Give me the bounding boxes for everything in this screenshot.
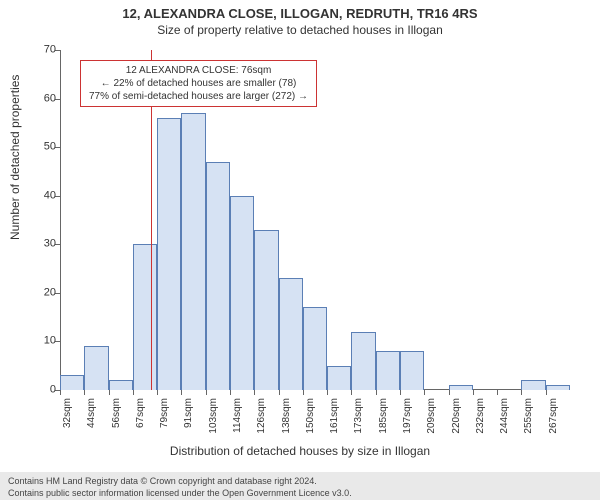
xtick-label: 244sqm [500, 398, 510, 438]
histogram-bar [303, 307, 327, 390]
xtick-label: 67sqm [136, 398, 146, 438]
xtick-mark [351, 390, 352, 395]
footer-line1: Contains HM Land Registry data © Crown c… [8, 476, 592, 488]
histogram-bar [60, 375, 84, 390]
ytick-label: 50 [16, 142, 56, 153]
histogram-bar [133, 244, 157, 390]
chart-title-address: 12, ALEXANDRA CLOSE, ILLOGAN, REDRUTH, T… [0, 6, 600, 21]
chart-titles: 12, ALEXANDRA CLOSE, ILLOGAN, REDRUTH, T… [0, 6, 600, 37]
xtick-label: 56sqm [112, 398, 122, 438]
xtick-label: 267sqm [549, 398, 559, 438]
xtick-mark [84, 390, 85, 395]
annotation-line3: 77% of semi-detached houses are larger (… [89, 90, 308, 103]
xtick-label: 255sqm [524, 398, 534, 438]
xtick-mark [327, 390, 328, 395]
footer-line2: Contains public sector information licen… [8, 488, 592, 500]
xtick-label: 79sqm [160, 398, 170, 438]
xtick-mark [133, 390, 134, 395]
xtick-mark [279, 390, 280, 395]
annotation-line1: 12 ALEXANDRA CLOSE: 76sqm [89, 64, 308, 77]
ytick-label: 20 [16, 287, 56, 298]
ytick-label: 10 [16, 336, 56, 347]
xtick-mark [400, 390, 401, 395]
histogram-bar [157, 118, 181, 390]
xtick-label: 197sqm [403, 398, 413, 438]
histogram-bar [376, 351, 400, 390]
xtick-label: 161sqm [330, 398, 340, 438]
histogram-bar [230, 196, 254, 390]
xtick-mark [254, 390, 255, 395]
xtick-label: 232sqm [476, 398, 486, 438]
xtick-label: 126sqm [257, 398, 267, 438]
histogram-bar [351, 332, 375, 390]
xtick-mark [181, 390, 182, 395]
chart-title-subtitle: Size of property relative to detached ho… [0, 23, 600, 37]
histogram-bar [181, 113, 205, 390]
xtick-label: 114sqm [233, 398, 243, 438]
xtick-mark [157, 390, 158, 395]
xtick-mark [497, 390, 498, 395]
xtick-label: 150sqm [306, 398, 316, 438]
ytick-label: 0 [16, 385, 56, 396]
histogram-bar [84, 346, 108, 390]
xtick-mark [424, 390, 425, 395]
histogram-bar [109, 380, 133, 390]
xtick-label: 32sqm [63, 398, 73, 438]
xtick-mark [109, 390, 110, 395]
footer-attribution: Contains HM Land Registry data © Crown c… [0, 472, 600, 500]
xtick-mark [230, 390, 231, 395]
histogram-bar [400, 351, 424, 390]
plot-area: 12 ALEXANDRA CLOSE: 76sqm ← 22% of detac… [60, 50, 570, 390]
annotation-box: 12 ALEXANDRA CLOSE: 76sqm ← 22% of detac… [80, 60, 317, 107]
xtick-mark [473, 390, 474, 395]
xtick-mark [303, 390, 304, 395]
x-axis-label: Distribution of detached houses by size … [0, 444, 600, 458]
histogram-bar [254, 230, 278, 390]
histogram-bar [327, 366, 351, 390]
xtick-label: 173sqm [354, 398, 364, 438]
histogram-bar [449, 385, 473, 390]
xtick-label: 44sqm [87, 398, 97, 438]
xtick-mark [206, 390, 207, 395]
ytick-label: 40 [16, 190, 56, 201]
xtick-label: 91sqm [184, 398, 194, 438]
xtick-mark [449, 390, 450, 395]
histogram-bar [521, 380, 545, 390]
xtick-label: 138sqm [282, 398, 292, 438]
xtick-mark [546, 390, 547, 395]
xtick-mark [376, 390, 377, 395]
xtick-mark [521, 390, 522, 395]
histogram-bar [546, 385, 570, 390]
xtick-label: 103sqm [209, 398, 219, 438]
histogram-bar [206, 162, 230, 390]
xtick-label: 209sqm [427, 398, 437, 438]
chart-container: 12, ALEXANDRA CLOSE, ILLOGAN, REDRUTH, T… [0, 0, 600, 500]
ytick-label: 60 [16, 93, 56, 104]
xtick-label: 220sqm [452, 398, 462, 438]
xtick-mark [60, 390, 61, 395]
ytick-label: 30 [16, 239, 56, 250]
ytick-label: 70 [16, 45, 56, 56]
xtick-label: 185sqm [379, 398, 389, 438]
annotation-line2: ← 22% of detached houses are smaller (78… [89, 77, 308, 90]
histogram-bar [279, 278, 303, 390]
